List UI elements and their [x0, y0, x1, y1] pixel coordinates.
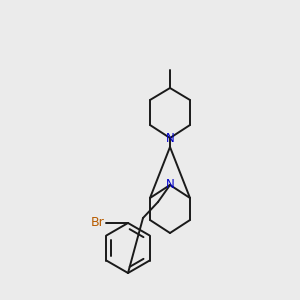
Text: N: N — [166, 131, 174, 145]
Text: Br: Br — [91, 217, 105, 230]
Text: N: N — [166, 178, 174, 191]
